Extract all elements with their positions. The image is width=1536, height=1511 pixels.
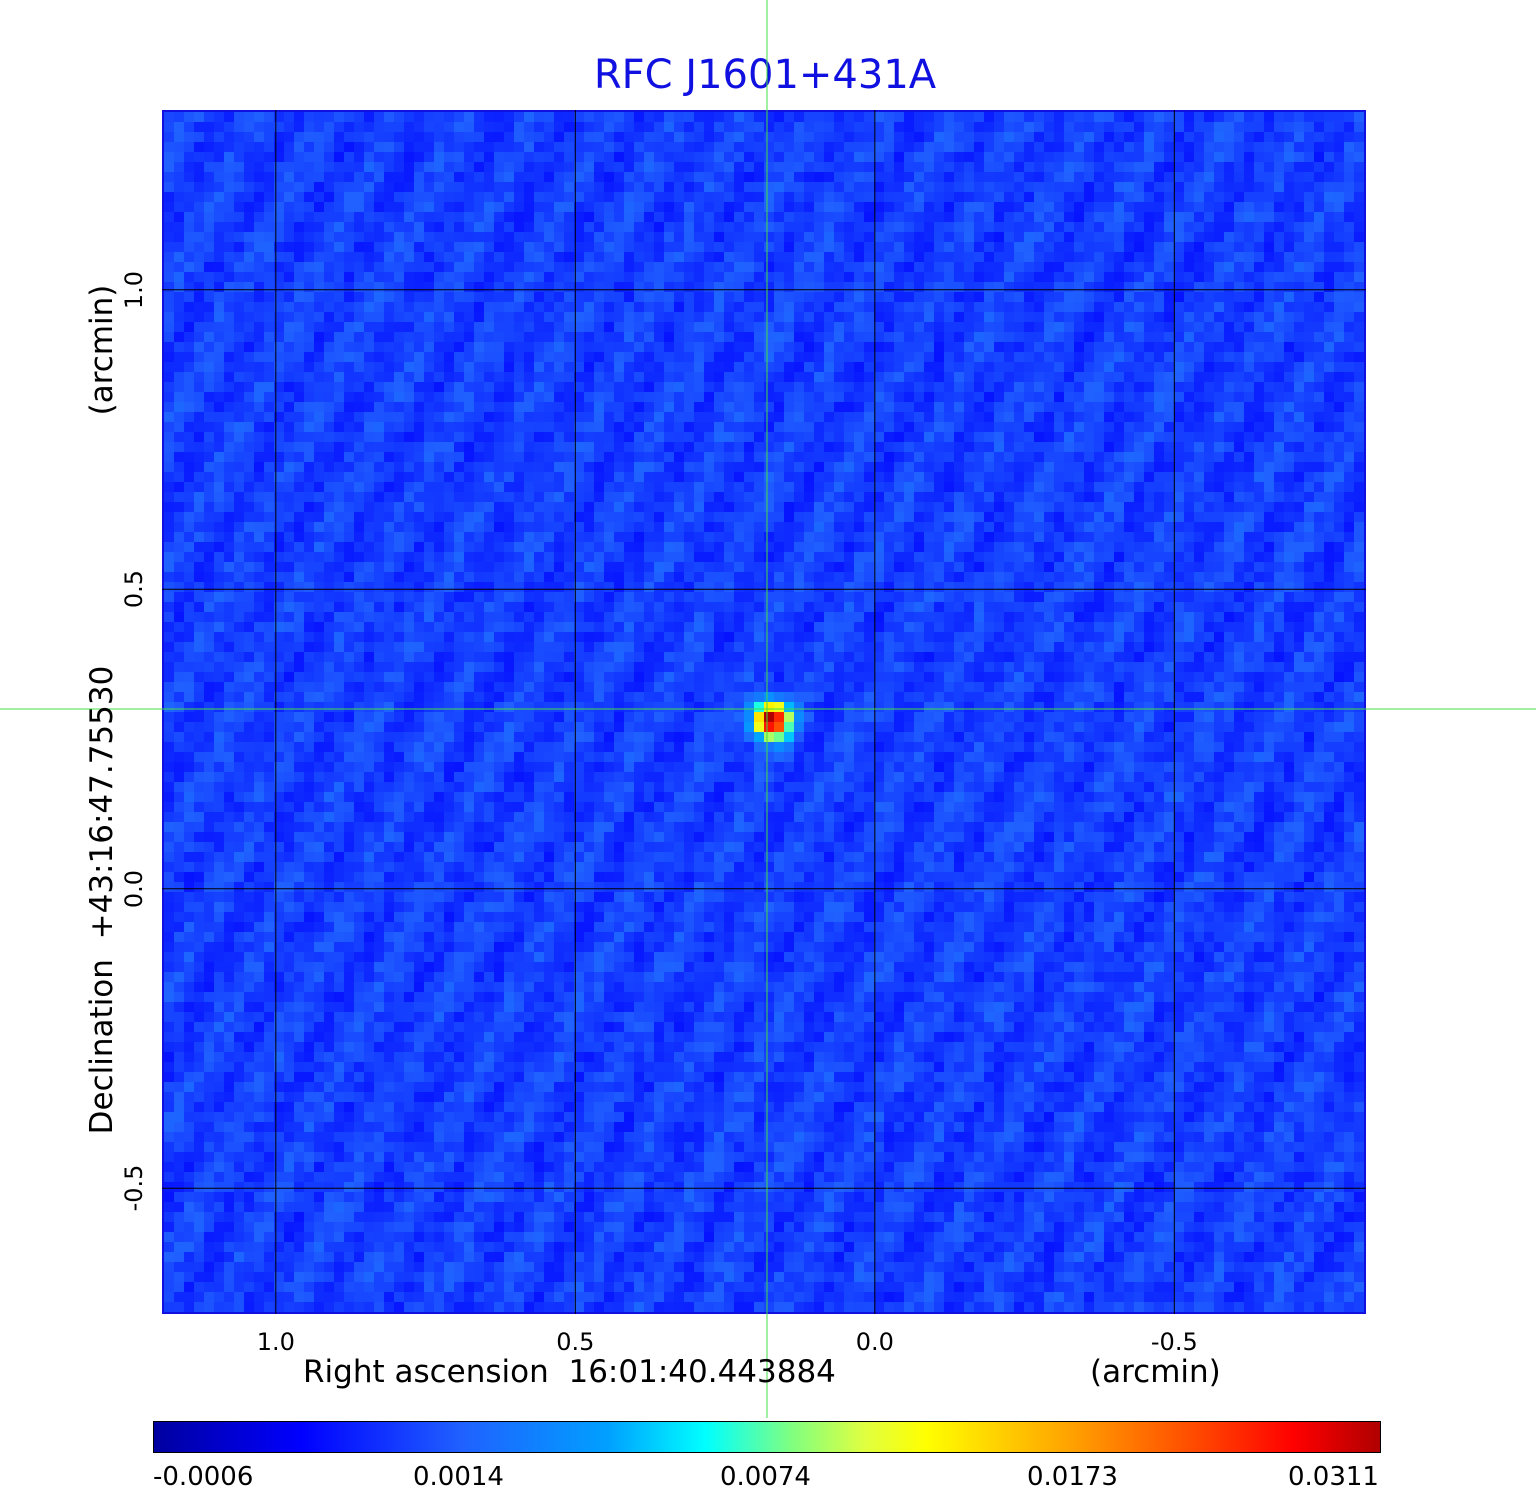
x-tick-label: -0.5	[1150, 1328, 1198, 1356]
colorbar-tick-label: -0.0006	[153, 1462, 254, 1492]
chart-title: RFC J1601+431A	[593, 52, 937, 98]
y-tick-label: 1.0	[120, 270, 148, 309]
image-panel[interactable]	[162, 110, 1366, 1314]
colorbar-tick-label: 0.0074	[720, 1462, 811, 1492]
colorbar-tick-label: 0.0173	[1027, 1462, 1118, 1492]
x-tick-label: 0.0	[855, 1328, 894, 1356]
y-tick-label: 0.5	[120, 570, 148, 609]
y-tick-label: 0.0	[120, 869, 148, 908]
x-axis-label: Right ascension 16:01:40.443884	[303, 1354, 836, 1390]
y-axis-unit: (arcmin)	[84, 284, 120, 416]
x-tick-label: 1.0	[256, 1328, 295, 1356]
y-axis-label: Declination +43:16:47.75530	[84, 665, 120, 1135]
colorbar-tick-label: 0.0311	[1288, 1462, 1379, 1492]
x-tick-label: 0.5	[556, 1328, 595, 1356]
x-axis-unit: (arcmin)	[1090, 1354, 1221, 1390]
colorbar-tick-label: 0.0014	[413, 1462, 504, 1492]
colorbar	[153, 1421, 1381, 1453]
y-tick-label: -0.5	[120, 1164, 148, 1212]
radio-map	[164, 112, 1364, 1312]
